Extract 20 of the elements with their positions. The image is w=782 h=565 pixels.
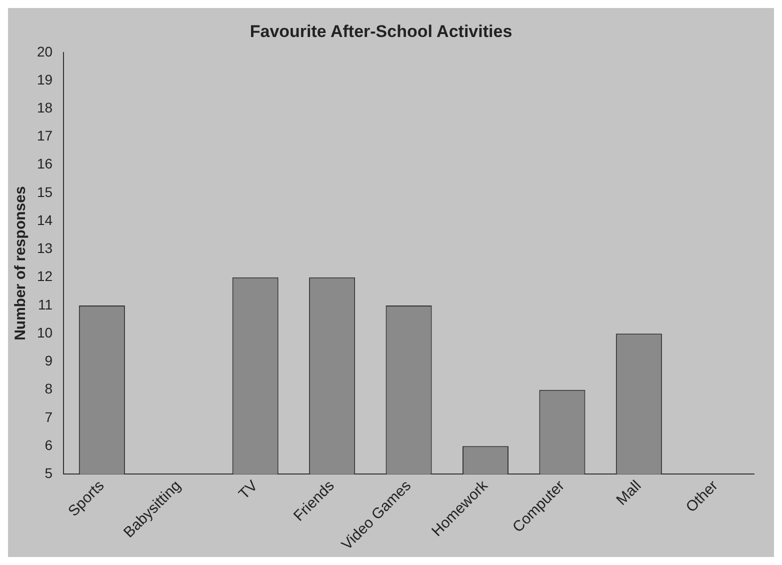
y-tick-label: 7	[44, 408, 53, 425]
y-tick-label: 11	[38, 296, 53, 312]
y-tick-label: 18	[36, 100, 53, 116]
y-tick-label: 12	[36, 268, 53, 284]
y-tick-label: 5	[44, 465, 53, 482]
y-axis-title: Number of responses	[12, 186, 30, 340]
y-tick-label: 17	[36, 128, 53, 144]
x-tick-label: Mall	[613, 477, 645, 509]
y-tick-label: 13	[36, 240, 53, 256]
chart-title: Favourite After-School Activities	[250, 22, 512, 41]
y-tick-label: 15	[36, 184, 53, 200]
y-tick-label: 6	[44, 436, 53, 453]
y-tick-label: 10	[36, 324, 53, 340]
y-tick-label: 8	[44, 380, 53, 397]
y-tick-label: 20	[36, 43, 53, 60]
y-tick-label: 14	[36, 212, 53, 228]
y-tick-label: 19	[36, 71, 53, 88]
y-tick-label: 9	[44, 352, 53, 369]
x-tick-label: TV	[236, 477, 262, 503]
y-tick-label: 16	[36, 156, 53, 172]
